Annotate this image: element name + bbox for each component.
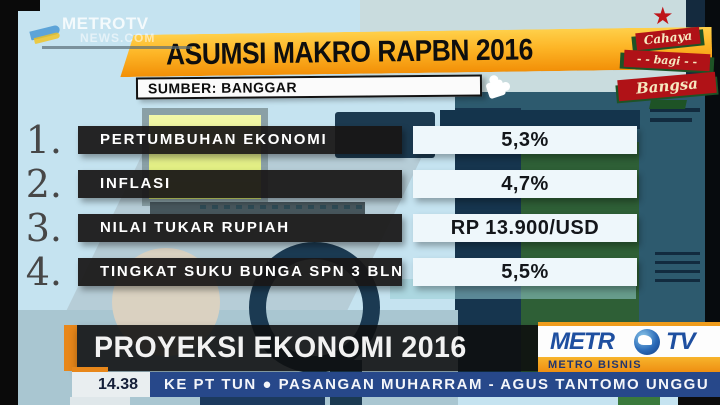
bottom-decoration [70, 397, 130, 405]
bezel-left [0, 0, 18, 405]
time-accent [72, 367, 108, 372]
headline-text: PROYEKSI EKONOMI 2016 [94, 331, 467, 364]
row-label: INFLASI [78, 170, 402, 198]
row-label: TINGKAT SUKU BUNGA SPN 3 BLN [78, 258, 402, 286]
metrotv-logo-box: METR TV [538, 322, 720, 357]
background-navy-strip [440, 110, 640, 129]
row-label: PERTUMBUHAN EKONOMI [78, 126, 402, 154]
eagle-globe-icon [634, 329, 660, 355]
clock: 14.38 [72, 372, 150, 397]
window-line [650, 108, 700, 112]
row-number: 2. [25, 162, 62, 206]
window-line [655, 279, 700, 282]
headline-accent-bar [64, 325, 77, 371]
metrotv-logo-left: METR [550, 328, 615, 355]
window-line [655, 261, 700, 264]
row-value: 5,3% [413, 126, 637, 154]
window-line [655, 270, 700, 273]
badge-stem [649, 100, 687, 109]
row-number: 1. [25, 118, 62, 162]
dotted-line-decoration [200, 205, 365, 209]
metrotv-logo-right: TV [666, 328, 696, 355]
source-box: SUMBER: BANGGAR [135, 74, 483, 100]
badge-line-3: Bangsa [617, 71, 717, 102]
watermark-underline [42, 46, 192, 49]
program-bar: METRO BISNIS [538, 357, 720, 373]
bottom-decoration [618, 397, 660, 405]
watermark-site: NEWS.COM [80, 31, 156, 45]
row-number: 3. [25, 206, 62, 250]
badge-line-1: Cahaya [635, 26, 701, 51]
window-line [650, 118, 692, 122]
bezel-top [0, 0, 40, 11]
ticker-text: KE PT TUN ● PASANGAN MUHARRAM - AGUS TAN… [164, 376, 710, 393]
program-label: METRO BISNIS [548, 359, 642, 371]
window-line [655, 252, 700, 255]
row-value: RP 13.900/USD [413, 214, 637, 242]
page-title: ASUMSI MAKRO RAPBN 2016 [165, 33, 534, 72]
news-ticker: KE PT TUN ● PASANGAN MUHARRAM - AGUS TAN… [150, 372, 720, 397]
row-number: 4. [25, 250, 62, 294]
cahaya-bagi-bangsa-badge: ★ Cahaya - - bagi - - Bangsa [615, 3, 719, 124]
row-label: NILAI TUKAR RUPIAH [78, 214, 402, 242]
row-value: 5,5% [413, 258, 637, 286]
headline-banner: PROYEKSI EKONOMI 2016 [77, 325, 565, 371]
star-icon: ★ [652, 3, 674, 30]
channel-watermark: METROTV NEWS.COM [28, 12, 192, 49]
watermark-brand: METROTV [62, 14, 149, 33]
bottom-decoration [200, 397, 325, 405]
bottom-decoration [678, 397, 720, 405]
row-value: 4,7% [413, 170, 637, 198]
source-label: SUMBER: BANGGAR [147, 79, 298, 97]
